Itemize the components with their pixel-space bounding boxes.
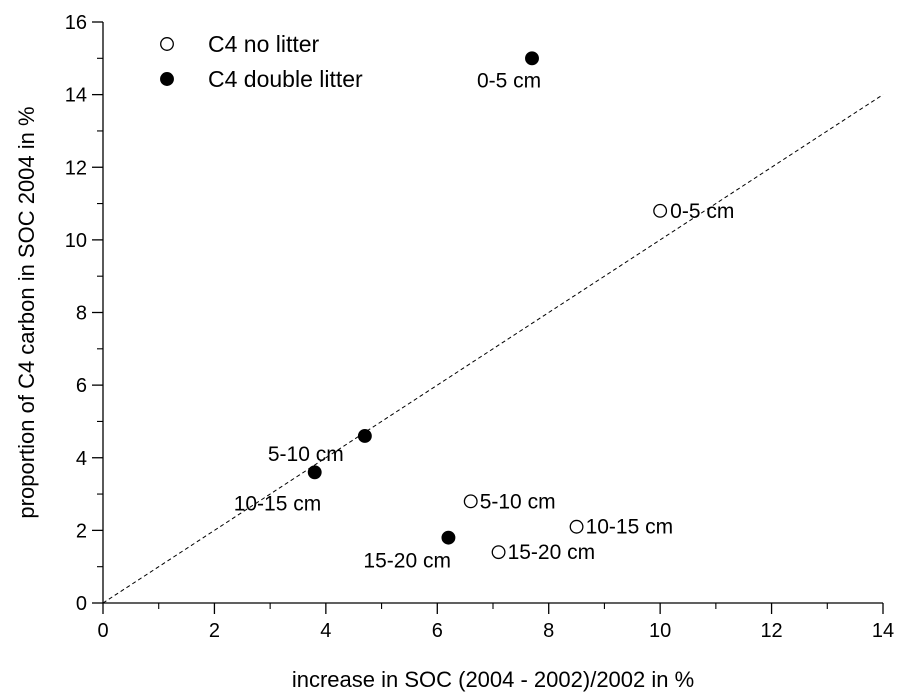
point-label: 5-10 cm — [480, 490, 556, 513]
data-point-double-litter — [525, 51, 539, 66]
x-tick-label: 4 — [320, 620, 331, 642]
point-label: 0-5 cm — [670, 200, 734, 223]
point-label: 15-20 cm — [508, 541, 596, 564]
point-label: 5-10 cm — [268, 443, 344, 466]
data-point-no-litter — [569, 519, 584, 534]
legend-marker-double-litter — [160, 72, 174, 86]
reference-line — [102, 94, 884, 604]
reference-line-group — [102, 94, 884, 604]
legend-label-no-litter: C4 no litter — [208, 31, 320, 57]
x-tick-label: 10 — [649, 620, 671, 642]
y-tick-label: 8 — [76, 303, 87, 325]
point-label: 15-20 cm — [363, 550, 451, 573]
x-tick-label: 14 — [872, 620, 894, 642]
data-point-no-litter — [653, 203, 668, 218]
x-tick-label: 2 — [209, 620, 220, 642]
y-tick-label: 6 — [76, 375, 87, 397]
x-axis-title: increase in SOC (2004 - 2002)/2002 in % — [292, 667, 694, 692]
data-point-no-litter — [491, 545, 506, 560]
x-tick-label: 6 — [432, 620, 443, 642]
point-label: 10-15 cm — [234, 492, 322, 515]
y-tick-label: 2 — [76, 520, 87, 542]
point-label: 0-5 cm — [477, 69, 541, 92]
x-axis: 0 2 4 6 8 10 12 14 — [97, 603, 894, 642]
x-tick-label: 8 — [543, 620, 554, 642]
x-tick-label: 0 — [97, 620, 108, 642]
y-tick-label: 14 — [65, 85, 87, 107]
y-axis-title: proportion of C4 carbon in SOC 2004 in % — [14, 106, 39, 518]
y-tick-label: 16 — [65, 12, 87, 34]
y-tick-label: 4 — [76, 448, 87, 470]
y-axis: 0 2 4 6 8 10 12 14 16 — [65, 12, 103, 615]
x-tick-label: 12 — [760, 620, 782, 642]
data-point-no-litter — [463, 494, 478, 509]
legend: C4 no litter C4 double litter — [160, 31, 363, 92]
data-point-double-litter — [357, 429, 372, 443]
y-tick-label: 0 — [76, 593, 87, 615]
y-tick-label: 10 — [65, 230, 87, 252]
legend-label-double-litter: C4 double litter — [208, 66, 363, 92]
y-tick-label: 12 — [65, 157, 87, 179]
plot-area — [102, 22, 883, 604]
legend-marker-no-litter — [160, 37, 174, 51]
data-point-double-litter — [307, 465, 322, 480]
data-point-double-litter — [441, 530, 456, 545]
point-label: 10-15 cm — [586, 516, 674, 539]
